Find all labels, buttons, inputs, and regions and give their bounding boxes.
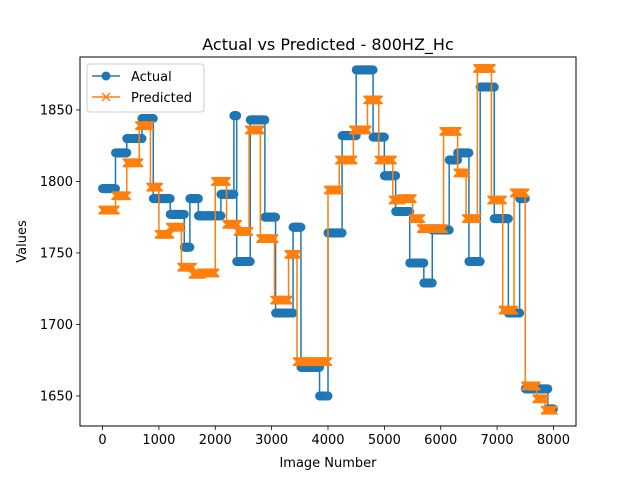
predicted-point <box>188 262 198 272</box>
y-tick-label: 1700 <box>40 318 73 333</box>
predicted-point <box>154 182 164 192</box>
actual-point <box>543 384 553 394</box>
predicted-point <box>122 191 132 201</box>
predicted-point <box>374 95 384 105</box>
x-tick-label: 6000 <box>424 433 457 448</box>
legend-label-actual: Actual <box>131 70 172 85</box>
predicted-point <box>323 357 333 367</box>
x-tick-label: 7000 <box>481 433 514 448</box>
actual-point <box>229 189 239 199</box>
actual-point <box>216 211 226 221</box>
predicted-point <box>388 155 398 165</box>
predicted-point <box>439 224 449 234</box>
actual-point <box>475 257 485 267</box>
x-axis-label: Image Number <box>279 456 377 471</box>
x-tick-label: 2000 <box>199 433 232 448</box>
actual-point <box>379 132 389 142</box>
predicted-point <box>498 195 508 205</box>
actual-point <box>179 209 189 219</box>
actual-point <box>515 308 525 318</box>
predicted-point <box>292 249 302 259</box>
x-tick-label: 3000 <box>255 433 288 448</box>
predicted-point <box>486 63 496 73</box>
x-tick-label: 4000 <box>311 433 344 448</box>
actual-point <box>148 114 158 123</box>
actual-point <box>296 222 306 232</box>
predicted-point <box>509 305 519 315</box>
y-tick-label: 1800 <box>40 175 73 190</box>
legend: Actual Predicted <box>86 63 205 113</box>
predicted-point <box>520 188 530 198</box>
predicted-point <box>334 185 344 195</box>
predicted-point <box>532 381 542 391</box>
actual-point <box>323 391 333 401</box>
y-axis-label: Values <box>15 220 30 263</box>
actual-point <box>288 308 298 318</box>
predicted-point <box>548 405 558 415</box>
predicted-point <box>210 268 220 278</box>
actual-point <box>245 257 255 267</box>
actual-point <box>111 184 121 194</box>
actual-point <box>232 111 242 121</box>
actual-point <box>368 65 378 75</box>
y-tick-label: 1750 <box>40 246 73 261</box>
predicted-point <box>244 226 254 237</box>
predicted-point <box>134 158 144 168</box>
predicted-point <box>348 155 358 165</box>
plot-area <box>79 56 577 427</box>
x-axis: 0 1000 2000 3000 4000 5000 6000 7000 8000 <box>98 426 570 448</box>
actual-point <box>427 278 437 288</box>
chart-title: Actual vs Predicted - 800HZ_Hc <box>202 35 454 55</box>
predicted-point <box>453 126 463 136</box>
actual-point <box>337 228 347 238</box>
predicted-point <box>408 194 418 204</box>
predicted-point <box>165 229 175 239</box>
actual-point <box>165 194 175 204</box>
predicted-point <box>284 295 294 305</box>
actual-point <box>193 194 203 204</box>
legend-marker-predicted <box>101 92 111 102</box>
actual-point <box>419 258 429 268</box>
predicted-point <box>176 222 186 232</box>
predicted-point <box>416 214 426 224</box>
actual-point <box>464 148 474 158</box>
predicted-point <box>461 168 471 178</box>
predicted-point <box>222 176 232 186</box>
predicted-markers <box>98 63 558 415</box>
x-tick-label: 5000 <box>368 433 401 448</box>
predicted-point <box>233 219 243 229</box>
x-tick-label: 8000 <box>537 433 570 448</box>
predicted-point <box>540 394 550 404</box>
legend-marker-actual <box>101 71 111 81</box>
y-tick-label: 1650 <box>40 389 73 404</box>
predicted-point <box>362 125 372 135</box>
actual-point <box>122 148 132 158</box>
actual-point <box>185 242 195 252</box>
actual-point <box>260 115 270 125</box>
predicted-point <box>145 121 155 131</box>
y-tick-label: 1850 <box>40 103 73 118</box>
predicted-point <box>110 205 121 215</box>
predicted-point <box>269 234 279 244</box>
x-tick-label: 0 <box>98 433 106 448</box>
y-axis: 1650 1700 1750 1800 1850 <box>40 103 80 404</box>
legend-label-predicted: Predicted <box>131 91 192 106</box>
series-layer <box>98 63 558 415</box>
predicted-point <box>472 214 482 224</box>
actual-point <box>271 212 281 222</box>
x-tick-label: 1000 <box>142 433 175 448</box>
actual-point <box>503 214 513 224</box>
predicted-point <box>255 125 265 135</box>
